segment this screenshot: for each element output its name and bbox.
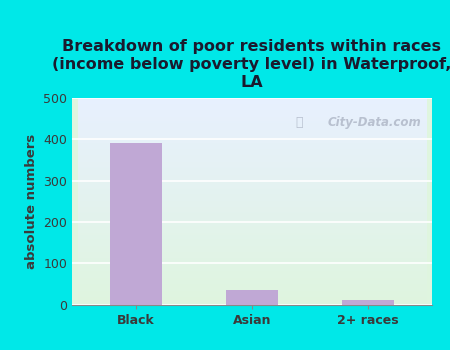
Title: Breakdown of poor residents within races
(income below poverty level) in Waterpr: Breakdown of poor residents within races…: [52, 39, 450, 90]
Bar: [342, 300, 394, 304]
Bar: [110, 144, 162, 304]
Y-axis label: absolute numbers: absolute numbers: [25, 134, 38, 269]
Text: City-Data.com: City-Data.com: [328, 116, 421, 129]
Bar: [226, 290, 278, 304]
Text: ⦿: ⦿: [295, 116, 303, 129]
